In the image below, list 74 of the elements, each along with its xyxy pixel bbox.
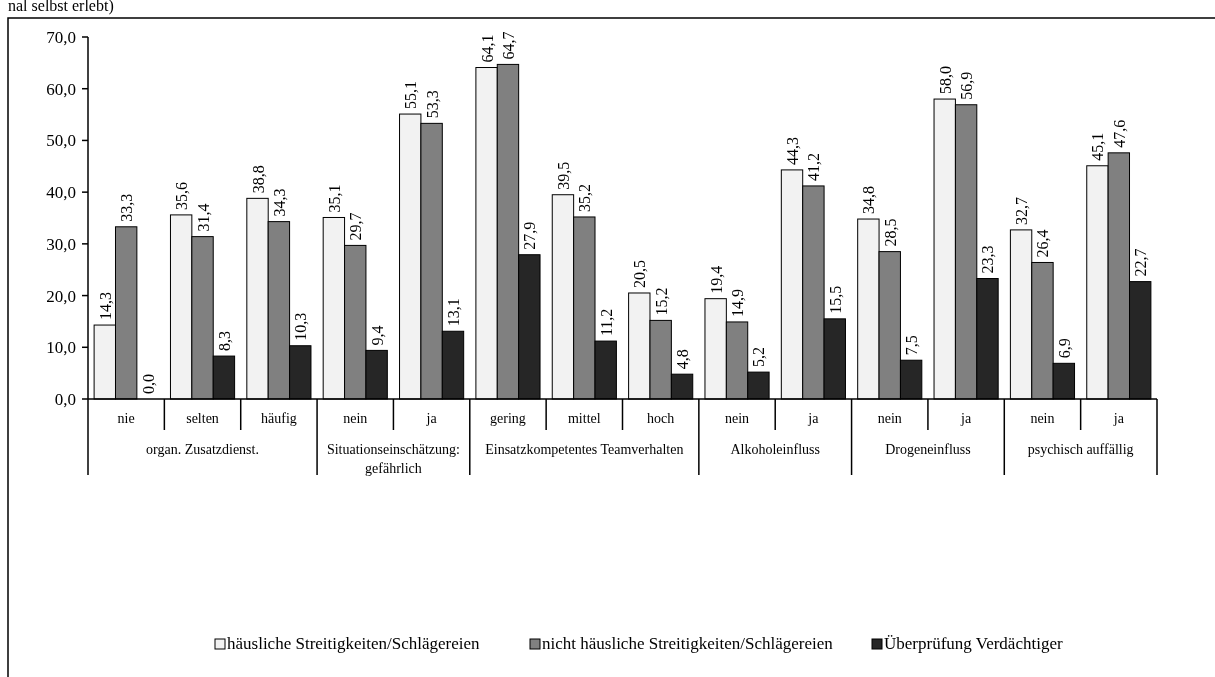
text: 56,9 [958, 71, 976, 100]
text: 14,9 [729, 288, 747, 317]
text: 47,6 [1110, 119, 1128, 148]
legend-label: Überprüfung Verdächtiger [884, 634, 1063, 653]
text: 19,4 [707, 265, 725, 294]
y-tick-label: 40,0 [46, 183, 76, 203]
text: 15,2 [652, 287, 670, 316]
x-tick-label: häufig [261, 411, 297, 426]
text: 13,1 [444, 298, 462, 327]
x-tick-label: ja [425, 411, 438, 426]
text: 11,2 [597, 308, 615, 337]
x-tick-label: ja [960, 411, 972, 426]
y-tick-label: 10,0 [46, 338, 76, 358]
text: 15,5 [826, 285, 844, 314]
text: 34,8 [860, 186, 878, 215]
x-tick-label: ja [807, 411, 820, 426]
text: organ. Zusatzdienst. [146, 442, 259, 457]
text: Situationseinschätzung: gefährlich [326, 442, 460, 476]
text: 22,7 [1132, 248, 1150, 277]
text: Drogeneinfluss [885, 442, 971, 457]
text: Alkoholeinfluss [730, 442, 820, 457]
text: 35,6 [173, 181, 191, 210]
text: psychisch auffällig [1027, 442, 1134, 457]
text: 4,8 [674, 349, 692, 370]
text: 14,3 [96, 292, 114, 321]
text: 53,3 [423, 90, 441, 119]
y-tick-label: 60,0 [46, 79, 76, 99]
x-tick-label: selten [186, 411, 219, 426]
y-tick-label: 0,0 [54, 389, 76, 409]
text: 33,3 [118, 193, 136, 222]
text: 10,3 [292, 312, 310, 341]
text: 35,1 [325, 184, 343, 213]
y-tick-label: 20,0 [46, 286, 76, 306]
x-tick-label: nein [877, 411, 902, 426]
x-tick-label: mittel [567, 411, 601, 426]
legend-label: häusliche Streitigkeiten/Schlägereien [227, 634, 481, 653]
x-tick-label: ja [1112, 411, 1125, 426]
text: 28,5 [881, 218, 899, 247]
text: 27,9 [521, 221, 539, 250]
text: Einsatzkompetentes Teamverhalten [485, 442, 684, 457]
x-tick-label: nein [724, 411, 750, 426]
text: 7,5 [903, 335, 921, 356]
text: 32,7 [1013, 196, 1031, 225]
text: 45,1 [1089, 132, 1107, 161]
text: 5,2 [750, 347, 768, 368]
text: 8,3 [215, 331, 233, 352]
text: 6,9 [1055, 338, 1073, 359]
text: 44,3 [784, 136, 802, 165]
text: 20,5 [631, 259, 649, 288]
x-tick-label: nein [343, 411, 368, 426]
text: 41,2 [805, 152, 823, 181]
y-tick-label: 30,0 [46, 234, 76, 254]
text: 9,4 [368, 325, 386, 346]
x-tick-label: hoch [647, 411, 675, 426]
text: nal selbst erlebt) [8, 0, 114, 15]
x-tick-label: nie [117, 411, 135, 426]
text: 29,7 [347, 212, 365, 241]
text: 64,7 [499, 31, 517, 60]
y-tick-label: 70,0 [46, 27, 76, 47]
x-tick-label: nein [1030, 411, 1055, 426]
x-tick-label: gering [490, 411, 526, 426]
text: 0,0 [139, 374, 157, 394]
text: 26,4 [1034, 229, 1052, 258]
text: 38,8 [249, 165, 267, 194]
text: 34,3 [270, 188, 288, 217]
text: 39,5 [554, 161, 572, 190]
text: 31,4 [194, 203, 212, 232]
y-tick-label: 50,0 [46, 131, 76, 151]
legend-label: nicht häusliche Streitigkeiten/Schlägereien [542, 634, 834, 653]
text: 55,1 [402, 81, 420, 110]
text: 58,0 [936, 66, 954, 95]
text: 35,2 [576, 183, 594, 212]
text: 23,3 [979, 245, 997, 274]
text: 64,1 [478, 34, 496, 63]
